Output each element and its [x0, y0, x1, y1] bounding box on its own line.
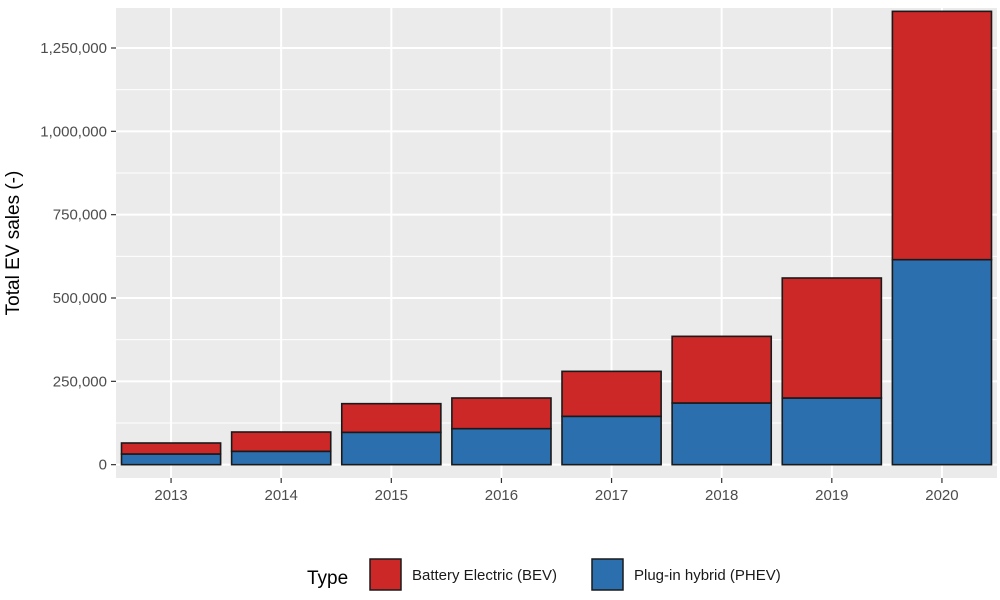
bar-bev-2014: [230, 431, 332, 453]
bar-bev-2018: [671, 335, 773, 404]
bar-phev-2020: [891, 258, 993, 466]
y-axis-title: Total EV sales (-): [3, 171, 24, 316]
bar-phev-2018: [671, 402, 773, 466]
bar-bev-2013: [120, 442, 222, 455]
legend-label-phev: Plug-in hybrid (PHEV): [634, 567, 781, 584]
bar-phev-2015: [340, 431, 442, 466]
bar-bev-2017: [561, 370, 662, 418]
bar-phev-2013: [120, 453, 222, 466]
x-tick-label: 2014: [265, 487, 298, 504]
bar-bev-2015: [340, 402, 442, 434]
y-tick-label: 0: [99, 457, 107, 474]
legend-label-bev: Battery Electric (BEV): [412, 567, 557, 584]
bar-phev-2014: [230, 450, 332, 466]
legend-swatch-phev: [591, 558, 624, 591]
x-tick-label: 2020: [925, 487, 958, 504]
y-axis: 0 250,000 500,000 750,000 1,000,000 1,250,000: [40, 40, 116, 474]
x-tick-label: 2017: [595, 487, 628, 504]
legend: Type Battery Electric (BEV) Plug-in hybr…: [307, 558, 781, 591]
x-tick-label: 2018: [705, 487, 738, 504]
bar-phev-2016: [451, 427, 552, 466]
bar-phev-2017: [561, 415, 662, 466]
y-tick-label: 500,000: [53, 290, 107, 307]
y-tick-label: 1,000,000: [40, 123, 107, 140]
bar-phev-2019: [781, 397, 883, 466]
x-axis: 2013 2014 2015 2016 2017 2018 2019 2020: [154, 478, 959, 504]
x-tick-label: 2015: [375, 487, 408, 504]
bar-bev-2020: [891, 10, 993, 261]
legend-title: Type: [307, 568, 348, 589]
x-tick-label: 2016: [485, 487, 518, 504]
y-tick-label: 750,000: [53, 207, 107, 224]
x-tick-label: 2019: [815, 487, 848, 504]
bars: [120, 10, 993, 466]
y-tick-label: 250,000: [53, 373, 107, 390]
y-tick-label: 1,250,000: [40, 40, 107, 57]
x-tick-label: 2013: [154, 487, 187, 504]
legend-swatch-bev: [369, 558, 402, 591]
bar-bev-2016: [451, 397, 552, 430]
bar-bev-2019: [781, 277, 883, 399]
